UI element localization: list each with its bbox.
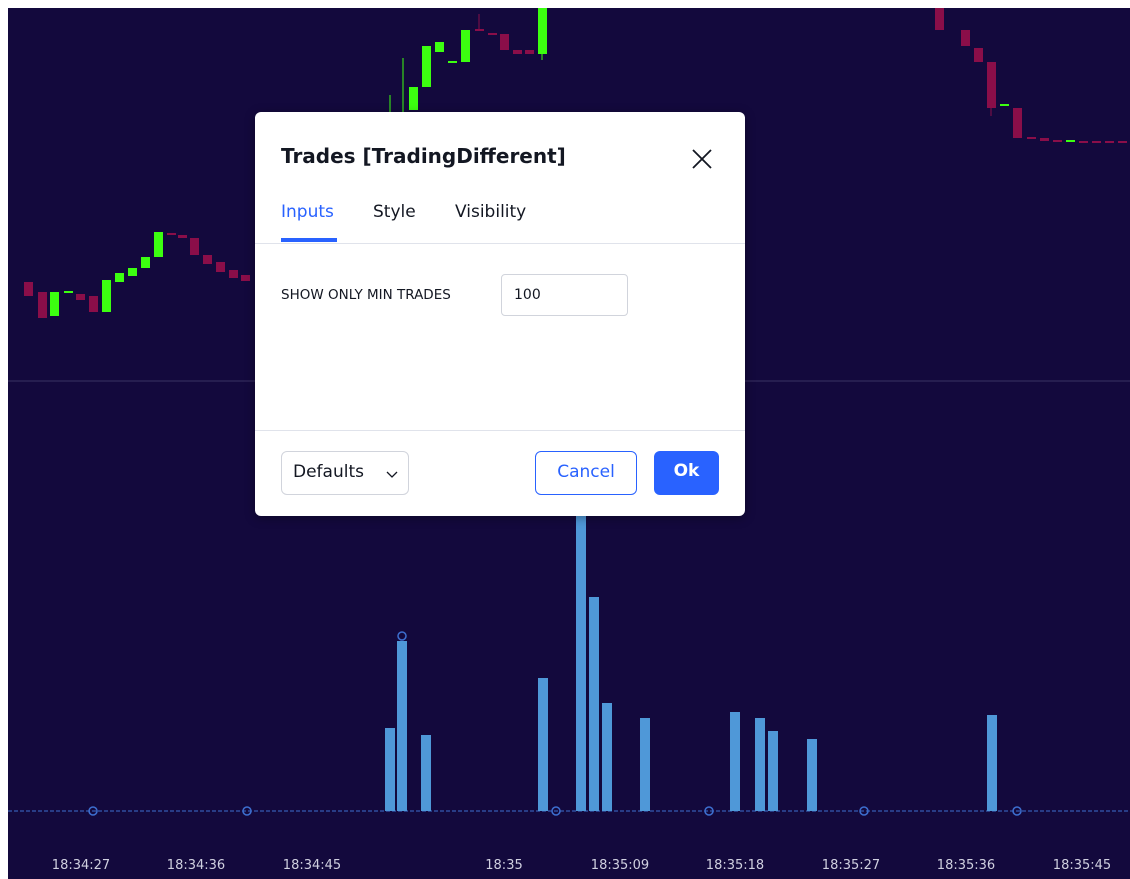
candle bbox=[1027, 137, 1036, 139]
volume-bar bbox=[538, 678, 548, 811]
volume-bar bbox=[768, 731, 778, 811]
input-label: SHOW ONLY MIN TRADES bbox=[281, 287, 451, 303]
candle bbox=[525, 50, 534, 54]
dialog-title: Trades [TradingDifferent] bbox=[281, 144, 566, 168]
candle bbox=[513, 50, 522, 54]
tab-indicator bbox=[281, 238, 337, 242]
volume-bar bbox=[730, 712, 740, 811]
marker bbox=[397, 631, 407, 641]
candle bbox=[435, 42, 444, 52]
volume-bar bbox=[397, 641, 407, 811]
time-label: 18:35:27 bbox=[821, 858, 881, 873]
candle bbox=[178, 235, 187, 238]
divider bbox=[255, 243, 745, 244]
candle bbox=[461, 30, 470, 62]
candle bbox=[241, 275, 250, 281]
volume-bar bbox=[385, 728, 395, 811]
volume-bar bbox=[807, 739, 817, 811]
candle bbox=[1000, 104, 1009, 106]
candle bbox=[1092, 141, 1101, 143]
candle bbox=[538, 8, 547, 54]
marker bbox=[88, 806, 98, 816]
candle bbox=[64, 291, 73, 293]
candle bbox=[1053, 140, 1062, 142]
volume-bar bbox=[602, 703, 612, 811]
candle bbox=[422, 46, 431, 87]
candle bbox=[987, 62, 996, 108]
divider bbox=[255, 430, 745, 431]
candle bbox=[1118, 141, 1127, 143]
candle bbox=[38, 292, 47, 318]
candle bbox=[409, 87, 418, 110]
candle bbox=[128, 268, 137, 276]
volume-bar bbox=[755, 718, 765, 811]
close-button[interactable] bbox=[691, 148, 713, 170]
candle bbox=[115, 273, 124, 282]
time-label: 18:34:27 bbox=[51, 858, 111, 873]
time-label: 18:35 bbox=[485, 858, 523, 873]
chevron bbox=[386, 471, 398, 478]
candle bbox=[961, 30, 970, 46]
ok-button[interactable]: Ok bbox=[654, 451, 719, 495]
candle bbox=[24, 282, 33, 296]
candle bbox=[935, 8, 944, 30]
time-label: 18:35:09 bbox=[590, 858, 650, 873]
volume-bar bbox=[421, 735, 431, 811]
cancel-button[interactable]: Cancel bbox=[535, 451, 637, 495]
volume-bar bbox=[589, 597, 599, 811]
tab[interactable]: Inputs bbox=[281, 202, 334, 222]
candle bbox=[1013, 108, 1022, 138]
dropdown-label: Defaults bbox=[293, 462, 364, 482]
volume-bar bbox=[640, 718, 650, 811]
marker bbox=[704, 806, 714, 816]
time-label: 18:35:18 bbox=[705, 858, 765, 873]
candle bbox=[154, 232, 163, 257]
candle bbox=[974, 48, 983, 62]
tab[interactable]: Visibility bbox=[455, 202, 527, 222]
time-label: 18:34:45 bbox=[282, 858, 342, 873]
candle bbox=[448, 61, 457, 63]
candle bbox=[216, 262, 225, 272]
candle bbox=[50, 292, 59, 316]
candle bbox=[488, 33, 497, 35]
volume-bar bbox=[987, 715, 997, 811]
marker bbox=[1012, 806, 1022, 816]
candle bbox=[89, 296, 98, 312]
candle bbox=[102, 280, 111, 312]
candle bbox=[500, 34, 509, 50]
candle bbox=[1105, 141, 1114, 143]
volume-bar bbox=[576, 510, 586, 811]
defaults-dropdown[interactable]: Defaults bbox=[281, 451, 409, 495]
candle bbox=[1066, 140, 1075, 142]
text-input[interactable]: 100 bbox=[501, 274, 628, 316]
time-label: 18:34:36 bbox=[166, 858, 226, 873]
candle bbox=[203, 255, 212, 264]
candle bbox=[167, 233, 176, 235]
candle bbox=[76, 294, 85, 300]
candle bbox=[1040, 138, 1049, 141]
time-label: 18:35:45 bbox=[1052, 858, 1112, 873]
candle bbox=[229, 270, 238, 278]
time-label: 18:35:36 bbox=[936, 858, 996, 873]
candle bbox=[190, 238, 199, 255]
candle bbox=[1079, 141, 1088, 143]
marker bbox=[242, 806, 252, 816]
candle bbox=[141, 257, 150, 268]
marker bbox=[551, 806, 561, 816]
tab[interactable]: Style bbox=[373, 202, 416, 222]
settings-dialog: Trades [TradingDifferent] Inputs Style V… bbox=[255, 112, 745, 516]
marker bbox=[859, 806, 869, 816]
